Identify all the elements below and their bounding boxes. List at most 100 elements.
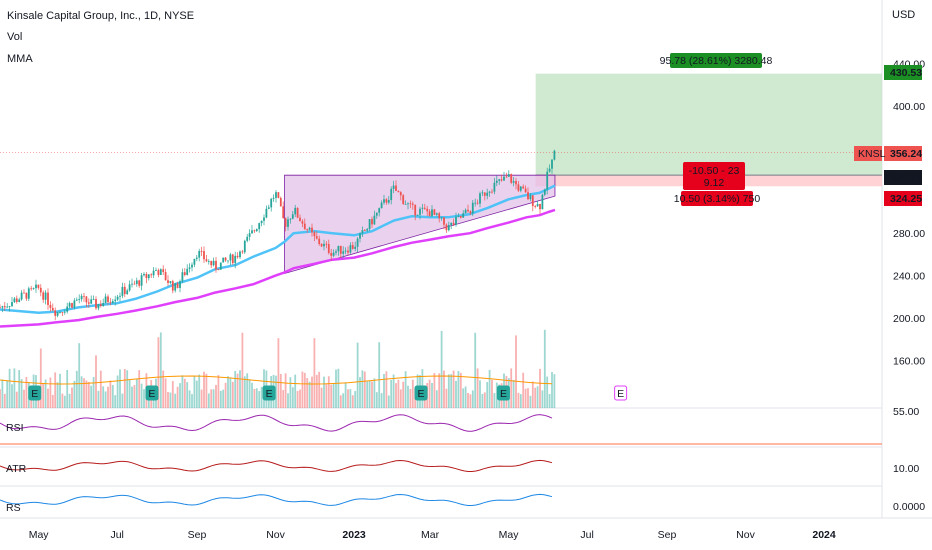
volume-bar bbox=[543, 329, 546, 408]
candle-body bbox=[37, 284, 40, 288]
candle-body bbox=[152, 270, 155, 276]
candle-body bbox=[212, 260, 215, 266]
candle-body bbox=[404, 204, 407, 205]
volume-bar bbox=[59, 373, 61, 408]
volume-ma-line bbox=[0, 375, 553, 385]
volume-bar bbox=[476, 368, 479, 408]
volume-bar bbox=[378, 342, 381, 408]
volume-bar bbox=[287, 393, 289, 408]
candle-body bbox=[258, 223, 261, 230]
candle-body bbox=[354, 246, 357, 249]
volume-bar bbox=[54, 372, 57, 408]
volume-bar bbox=[179, 383, 181, 408]
volume-bar bbox=[39, 348, 42, 408]
earnings-marker-3 bbox=[414, 385, 428, 401]
time-tick-6: May bbox=[499, 529, 520, 541]
time-tick-2: Sep bbox=[188, 529, 207, 541]
volume-bar bbox=[368, 380, 371, 408]
candle-body bbox=[49, 304, 52, 308]
volume-bar bbox=[111, 385, 114, 408]
volume-bar bbox=[457, 370, 460, 408]
volume-bar bbox=[524, 388, 527, 408]
candle-body bbox=[179, 281, 181, 288]
candle-body bbox=[383, 199, 385, 203]
candle-body bbox=[531, 195, 534, 207]
candle-body bbox=[8, 306, 11, 307]
candle-body bbox=[203, 251, 205, 260]
volume-bar bbox=[479, 380, 481, 408]
candle-body bbox=[505, 176, 508, 178]
volume-bar bbox=[435, 390, 438, 408]
volume-bar bbox=[3, 393, 6, 408]
volume-bar bbox=[517, 392, 520, 408]
candle-body bbox=[433, 209, 436, 215]
volume-bar bbox=[529, 395, 532, 408]
volume-bar bbox=[383, 373, 385, 408]
mma-indicator-label[interactable]: MMA bbox=[7, 53, 33, 65]
volume-bar bbox=[85, 380, 88, 408]
volume-bar bbox=[215, 384, 217, 408]
volume-bar bbox=[236, 373, 239, 408]
volume-bar bbox=[366, 381, 369, 408]
volume-bar bbox=[200, 389, 203, 408]
candle-body bbox=[515, 181, 517, 185]
candle-body bbox=[147, 274, 150, 279]
time-tick-8: Sep bbox=[658, 529, 677, 541]
volume-bar bbox=[231, 381, 234, 408]
profit-zone bbox=[535, 73, 882, 176]
candle-body bbox=[539, 204, 541, 210]
volume-bar bbox=[109, 380, 112, 408]
candle-body bbox=[426, 208, 429, 212]
candle-body bbox=[299, 217, 301, 222]
volume-bar bbox=[8, 368, 11, 408]
candle-body bbox=[263, 217, 265, 221]
candle-body bbox=[73, 300, 76, 308]
candle-body bbox=[176, 283, 179, 288]
symbol-title[interactable]: Kinsale Capital Group, Inc., 1D, NYSE bbox=[7, 10, 195, 22]
volume-bar bbox=[212, 389, 215, 408]
earnings-marker-1 bbox=[145, 385, 159, 401]
candle-body bbox=[407, 203, 409, 205]
candle-body bbox=[123, 286, 126, 295]
volume-bar bbox=[92, 377, 95, 408]
price-axis-label-1: 356.24 bbox=[890, 148, 922, 160]
volume-bar bbox=[152, 393, 155, 408]
volume-bar bbox=[171, 381, 174, 408]
volume-bar bbox=[452, 370, 455, 408]
volume-bar bbox=[56, 382, 59, 408]
candle-body bbox=[61, 312, 64, 313]
volume-bar bbox=[203, 371, 205, 408]
volume-indicator-label[interactable]: Vol bbox=[7, 31, 23, 43]
candle-body bbox=[287, 219, 289, 227]
candle-body bbox=[224, 257, 227, 261]
candle-body bbox=[332, 252, 335, 256]
candle-body bbox=[546, 171, 549, 190]
volume-bar bbox=[227, 376, 229, 408]
volume-bar bbox=[342, 393, 345, 408]
volume-bar bbox=[546, 376, 549, 408]
candle-body bbox=[301, 221, 304, 224]
candle-body bbox=[371, 219, 373, 225]
earnings-marker-label-0: E bbox=[31, 388, 38, 400]
volume-bar bbox=[510, 368, 513, 408]
candle-body bbox=[423, 207, 426, 209]
volume-bar bbox=[191, 394, 193, 408]
volume-bar bbox=[61, 393, 64, 408]
volume-bar bbox=[332, 383, 335, 408]
volume-bar bbox=[407, 385, 409, 408]
volume-bar bbox=[539, 368, 541, 408]
volume-bar bbox=[399, 389, 402, 408]
candle-body bbox=[503, 176, 505, 181]
candle-body bbox=[486, 192, 489, 196]
symbol-tag: KNSL bbox=[858, 148, 886, 160]
volume-bar bbox=[183, 378, 186, 408]
candle-body bbox=[387, 200, 390, 203]
candle-body bbox=[431, 209, 433, 217]
candle-body bbox=[337, 245, 340, 252]
volume-bar bbox=[354, 391, 357, 408]
volume-bar bbox=[481, 393, 484, 408]
candle-body bbox=[11, 302, 13, 307]
volume-bar bbox=[373, 378, 376, 408]
volume-bar bbox=[260, 386, 263, 408]
